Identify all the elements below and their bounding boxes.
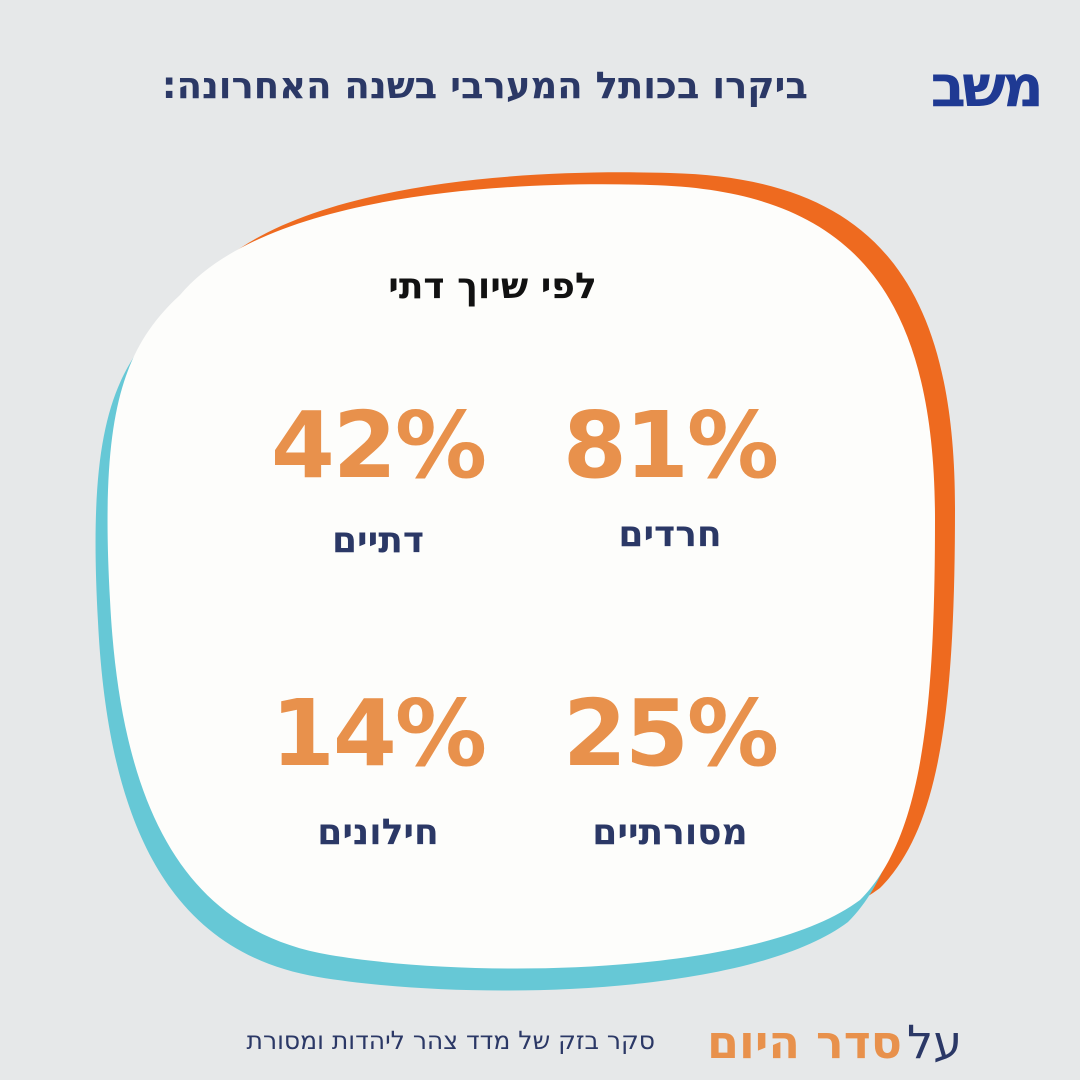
stat-label: דתיים [331, 520, 425, 561]
footer-prefix: על [907, 1015, 962, 1069]
white-blob [107, 184, 936, 969]
logo: משב [930, 52, 1044, 120]
stat-value: 25% [562, 680, 779, 787]
stat-label: מסורתיים [592, 812, 748, 853]
stat-value: 81% [562, 392, 779, 499]
card-title: לפי שיוך דתי [388, 266, 597, 307]
header-title: ביקרו בכותל המערבי בשנה האחרונה: [161, 64, 808, 107]
stat-label: חרדים [618, 514, 722, 555]
stat-value: 14% [270, 680, 487, 787]
footer-brand: סדר היום [707, 1015, 902, 1069]
stat-label: חילונים [317, 812, 439, 853]
footer-source: סקר בזק של מדד צהר ליהדות ומסורת [246, 1026, 655, 1055]
stat-value: 42% [270, 392, 487, 499]
